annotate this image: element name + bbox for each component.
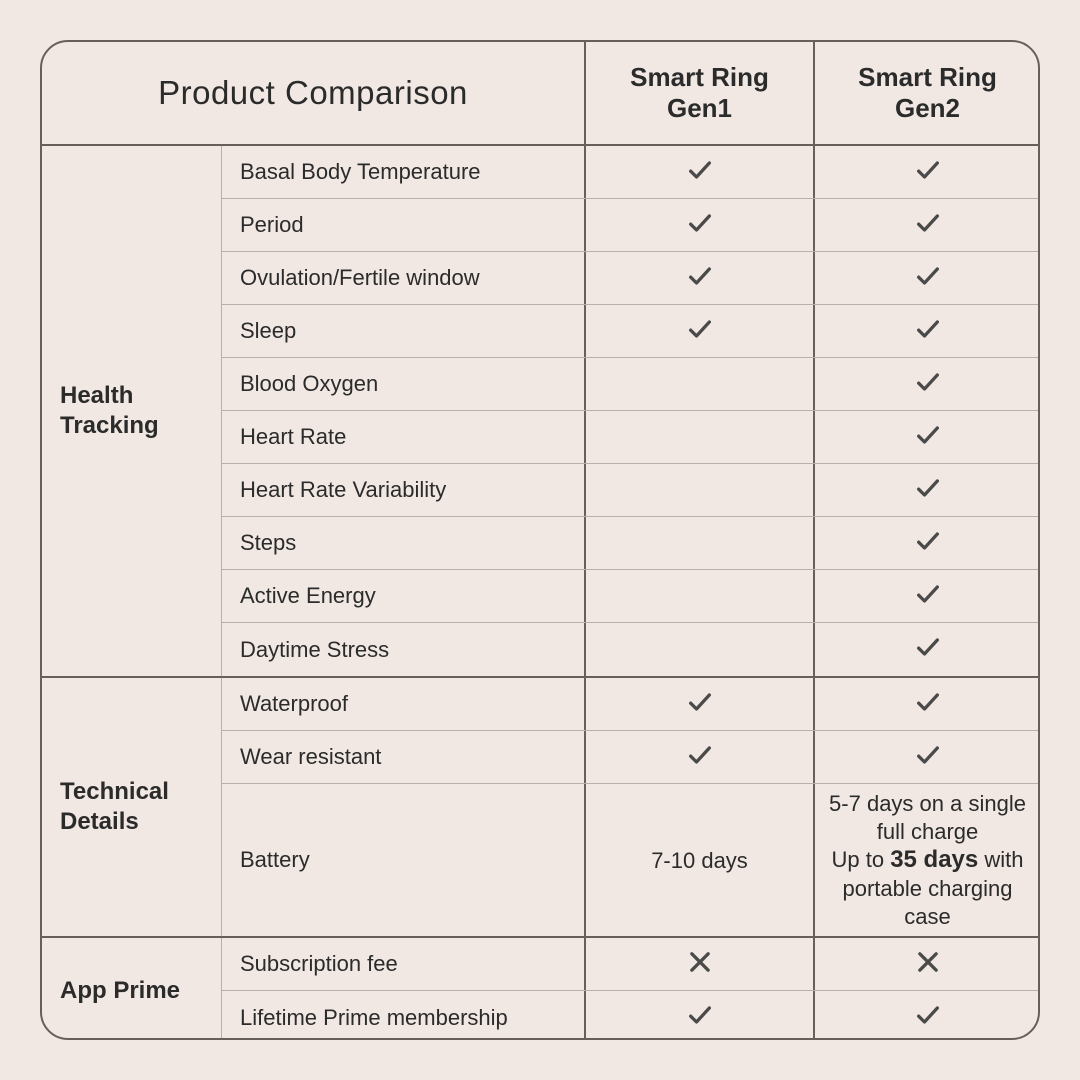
check-icon (914, 209, 942, 242)
table-section: App PrimeSubscription feeLifetime Prime … (42, 938, 1038, 1040)
table-cell (813, 305, 1040, 357)
table-cell: 7-10 days (586, 784, 813, 936)
comparison-table: Product Comparison Smart Ring Gen1 Smart… (40, 40, 1040, 1040)
table-cell (813, 199, 1040, 251)
check-icon (914, 580, 942, 613)
section-body: Subscription feeLifetime Prime membershi… (222, 938, 1040, 1040)
table-cell (586, 938, 813, 990)
section-body: WaterproofWear resistantBattery 7-10 days… (222, 678, 1040, 936)
table-cell (586, 678, 813, 730)
section-label: Technical Details (42, 678, 222, 936)
table-section: Technical DetailsWaterproofWear resistan… (42, 678, 1038, 938)
check-icon (686, 156, 714, 189)
table-row: Subscription fee (222, 938, 1040, 991)
feature-label: Ovulation/Fertile window (222, 252, 586, 304)
table-row: Wear resistant (222, 731, 1040, 784)
check-icon (914, 262, 942, 295)
table-row: Heart Rate Variability (222, 464, 1040, 517)
feature-label: Steps (222, 517, 586, 569)
table-cell (813, 678, 1040, 730)
check-icon (914, 315, 942, 348)
section-label: App Prime (42, 938, 222, 1040)
table-cell (586, 517, 813, 569)
feature-label: Blood Oxygen (222, 358, 586, 410)
table-row: Waterproof (222, 678, 1040, 731)
table-cell (586, 252, 813, 304)
table-title: Product Comparison (42, 42, 586, 144)
cell-text: 7-10 days (651, 847, 748, 875)
check-icon (914, 421, 942, 454)
check-icon (686, 1001, 714, 1034)
feature-label: Lifetime Prime membership (222, 991, 586, 1040)
cross-icon (914, 948, 942, 981)
table-cell (813, 411, 1040, 463)
check-icon (686, 262, 714, 295)
table-row: Blood Oxygen (222, 358, 1040, 411)
feature-label: Daytime Stress (222, 623, 586, 676)
feature-label: Sleep (222, 305, 586, 357)
table-body: Health TrackingBasal Body TemperaturePer… (42, 146, 1038, 1040)
check-icon (686, 315, 714, 348)
check-icon (914, 156, 942, 189)
table-cell (813, 464, 1040, 516)
table-cell (586, 305, 813, 357)
table-cell (813, 731, 1040, 783)
table-cell (586, 991, 813, 1040)
section-label: Health Tracking (42, 146, 222, 676)
table-cell (586, 146, 813, 198)
table-cell (813, 938, 1040, 990)
table-row: Ovulation/Fertile window (222, 252, 1040, 305)
feature-label: Heart Rate (222, 411, 586, 463)
cell-text: 5-7 days on a single full chargeUp to 35… (825, 790, 1030, 930)
table-row: Battery 7-10 days 5-7 days on a single ful… (222, 784, 1040, 936)
check-icon (686, 688, 714, 721)
table-cell (586, 199, 813, 251)
table-cell (813, 991, 1040, 1040)
table-cell (586, 358, 813, 410)
check-icon (686, 741, 714, 774)
section-body: Basal Body TemperaturePeriodOvulation/Fe… (222, 146, 1040, 676)
table-row: Active Energy (222, 570, 1040, 623)
check-icon (914, 368, 942, 401)
check-icon (686, 209, 714, 242)
feature-label: Battery (222, 784, 586, 936)
feature-label: Subscription fee (222, 938, 586, 990)
table-row: Steps (222, 517, 1040, 570)
table-section: Health TrackingBasal Body TemperaturePer… (42, 146, 1038, 678)
check-icon (914, 474, 942, 507)
feature-label: Basal Body Temperature (222, 146, 586, 198)
table-row: Daytime Stress (222, 623, 1040, 676)
table-header-row: Product Comparison Smart Ring Gen1 Smart… (42, 42, 1038, 146)
table-row: Heart Rate (222, 411, 1040, 464)
check-icon (914, 633, 942, 666)
table-cell (586, 570, 813, 622)
table-cell: 5-7 days on a single full chargeUp to 35… (813, 784, 1040, 936)
table-cell (813, 146, 1040, 198)
feature-label: Period (222, 199, 586, 251)
table-cell (586, 464, 813, 516)
product-header-gen1: Smart Ring Gen1 (586, 42, 813, 144)
table-cell (813, 623, 1040, 676)
check-icon (914, 527, 942, 560)
check-icon (914, 688, 942, 721)
table-cell (813, 252, 1040, 304)
table-cell (586, 731, 813, 783)
product-header-gen2: Smart Ring Gen2 (813, 42, 1040, 144)
check-icon (914, 1001, 942, 1034)
table-cell (813, 517, 1040, 569)
table-row: Lifetime Prime membership (222, 991, 1040, 1040)
table-cell (813, 570, 1040, 622)
feature-label: Waterproof (222, 678, 586, 730)
feature-label: Active Energy (222, 570, 586, 622)
feature-label: Heart Rate Variability (222, 464, 586, 516)
table-cell (586, 623, 813, 676)
table-cell (586, 411, 813, 463)
check-icon (914, 741, 942, 774)
cross-icon (686, 948, 714, 981)
table-row: Period (222, 199, 1040, 252)
feature-label: Wear resistant (222, 731, 586, 783)
table-row: Basal Body Temperature (222, 146, 1040, 199)
table-row: Sleep (222, 305, 1040, 358)
table-cell (813, 358, 1040, 410)
